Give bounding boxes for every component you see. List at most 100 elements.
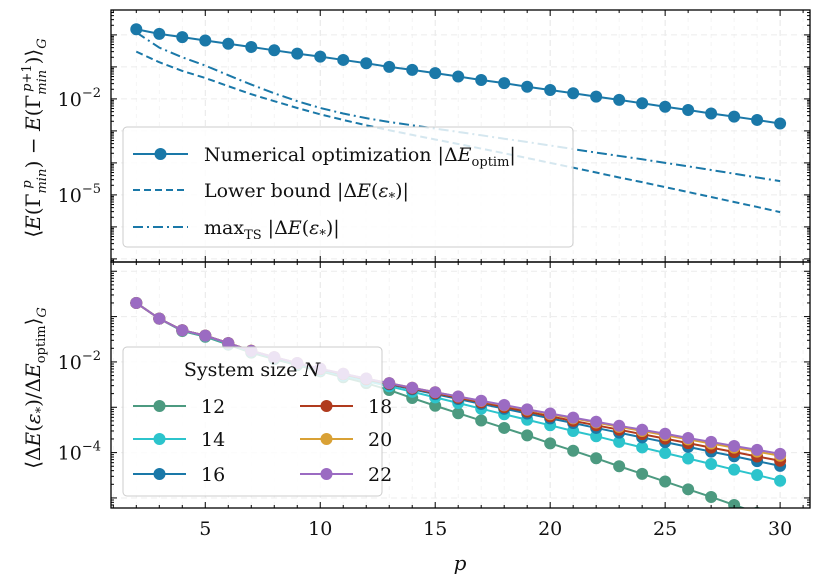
data-point — [659, 427, 672, 440]
data-point — [590, 415, 603, 428]
data-point — [475, 73, 488, 86]
legend: System size N 12 14 16 18 20 22 — [122, 346, 392, 497]
legend-marker — [320, 433, 333, 445]
legend-marker — [153, 468, 166, 480]
legend-label: Numerical optimization |ΔEoptim| — [204, 144, 516, 170]
data-point — [659, 475, 672, 488]
data-point — [176, 31, 189, 44]
top-panel: 10−2 10−5 Numerical optimization |ΔEoptim|… — [58, 9, 811, 263]
data-point — [774, 117, 787, 130]
data-point — [751, 113, 764, 126]
data-point — [590, 90, 603, 103]
data-point — [705, 435, 718, 448]
data-point — [406, 63, 419, 76]
data-point — [774, 474, 787, 487]
data-point — [728, 110, 741, 123]
legend-label-N12: 12 — [201, 396, 225, 418]
data-point — [728, 498, 741, 508]
data-point — [199, 34, 212, 47]
data-point — [774, 447, 787, 460]
legend-label-N18: 18 — [368, 396, 392, 418]
data-point — [705, 458, 718, 471]
data-point — [659, 447, 672, 460]
data-point — [153, 312, 166, 325]
legend: Numerical optimization |ΔEoptim| Lower bo… — [122, 126, 574, 248]
data-point — [429, 386, 442, 399]
x-tick-label: 5 — [199, 518, 211, 540]
x-tick-label: 20 — [538, 518, 562, 540]
data-point — [751, 443, 764, 456]
legend-marker — [320, 468, 333, 480]
data-point — [337, 53, 350, 66]
legend-label-N16: 16 — [201, 464, 225, 486]
data-point — [199, 329, 212, 342]
data-point — [636, 97, 649, 110]
data-point — [728, 463, 741, 476]
data-point — [544, 437, 557, 450]
data-point — [590, 452, 603, 465]
data-point — [498, 421, 511, 434]
x-axis-label: p — [454, 551, 467, 575]
data-point — [475, 414, 488, 427]
data-point — [682, 452, 695, 465]
data-point — [429, 399, 442, 412]
data-point — [682, 103, 695, 116]
legend-label: maxTS |ΔE(ε*)| — [204, 217, 340, 243]
data-point — [728, 439, 741, 452]
legend-marker — [320, 400, 333, 412]
data-point — [130, 23, 143, 36]
x-tick-label: 15 — [423, 518, 447, 540]
data-point — [636, 423, 649, 436]
x-tick-label: 10 — [308, 518, 332, 540]
data-point — [245, 40, 258, 53]
legend-title: System size N — [184, 359, 322, 381]
y-tick-label: 10−5 — [58, 182, 101, 207]
data-point — [452, 390, 465, 403]
data-point — [613, 460, 626, 473]
data-point — [452, 407, 465, 420]
legend-label: Lower bound |ΔE(ε*)| — [204, 180, 409, 206]
top-ylabel: ⟨E(Γminp) − E(Γminp+1)⟩G — [20, 38, 50, 237]
legend-label-N14: 14 — [201, 429, 225, 451]
x-tick-label: 25 — [653, 518, 677, 540]
data-point — [521, 80, 534, 93]
y-tick-label: 10−2 — [58, 86, 101, 111]
data-point — [498, 399, 511, 412]
bottom-ylabel: ⟨ΔE(ε*)/ΔEoptim⟩G — [21, 307, 50, 469]
data-point — [613, 419, 626, 432]
legend-label-N22: 22 — [368, 464, 392, 486]
data-point — [498, 77, 511, 90]
data-point — [682, 431, 695, 444]
data-point — [406, 381, 419, 394]
data-point — [613, 435, 626, 448]
y-tick-label: 10−4 — [58, 440, 101, 465]
data-point — [268, 44, 281, 57]
data-point — [475, 394, 488, 407]
data-point — [314, 50, 327, 63]
data-point — [130, 296, 143, 309]
data-point — [636, 467, 649, 480]
data-point — [636, 441, 649, 454]
bottom-panel: 10−2 10−4 5 10 15 20 25 30 System size N 12 14 16 18… — [58, 261, 811, 540]
data-point — [567, 444, 580, 457]
data-point — [682, 483, 695, 496]
data-point — [705, 107, 718, 120]
data-point — [567, 411, 580, 424]
x-tick-label: 30 — [768, 518, 792, 540]
data-point — [659, 100, 672, 113]
data-point — [291, 47, 304, 60]
data-point — [360, 57, 373, 70]
data-point — [521, 403, 534, 416]
data-point — [613, 93, 626, 106]
y-tick-label: 10−2 — [58, 349, 101, 374]
data-point — [176, 324, 189, 337]
data-point — [590, 430, 603, 443]
legend-marker — [153, 400, 166, 412]
data-point — [544, 407, 557, 420]
data-point — [521, 429, 534, 442]
data-point — [222, 37, 235, 50]
data-point — [383, 377, 396, 390]
legend-marker — [154, 148, 167, 160]
data-point — [544, 83, 557, 96]
